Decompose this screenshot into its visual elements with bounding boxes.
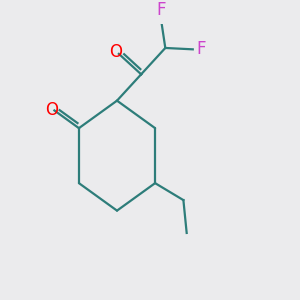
Text: F: F [157, 1, 166, 19]
Text: O: O [45, 101, 58, 119]
Text: F: F [196, 40, 206, 58]
Text: O: O [110, 44, 123, 62]
